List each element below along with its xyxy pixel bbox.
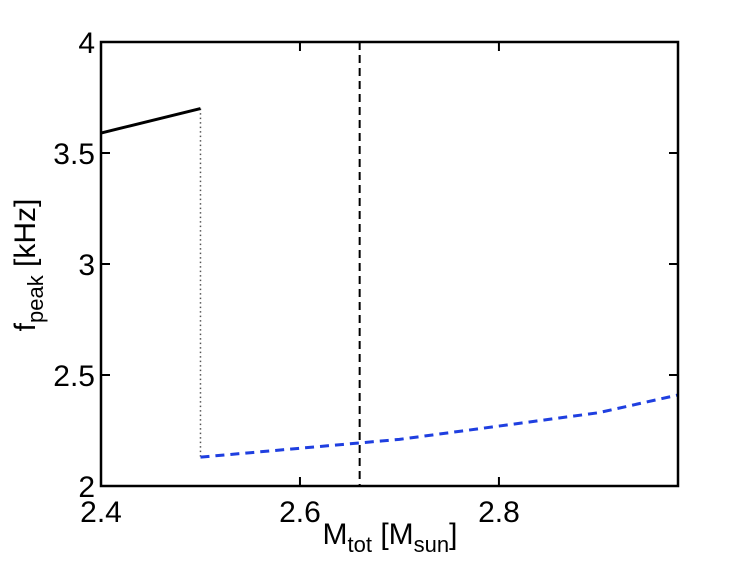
y-tick-label: 4 [78,27,95,60]
plot-frame [99,40,680,488]
axis-ticks: 2.4 2.6 2.8 2 2.5 3 3.5 4 [53,27,678,529]
y-tick-label: 3 [78,249,95,282]
x-axis-title: Mtot [Msun] [323,518,458,557]
x-tick-label: 2.6 [279,496,321,529]
plot-area [100,42,679,486]
x-tick-label: 2.4 [80,496,122,529]
series-line-0 [100,107,201,135]
y-tick-label: 2 [78,471,95,504]
x-tick-label: 2.8 [478,496,520,529]
series-line-1 [200,393,679,459]
y-tick-label: 3.5 [53,138,95,171]
y-tick-label: 2.5 [53,360,95,393]
y-axis-title: fpeak [kHz] [9,199,48,332]
